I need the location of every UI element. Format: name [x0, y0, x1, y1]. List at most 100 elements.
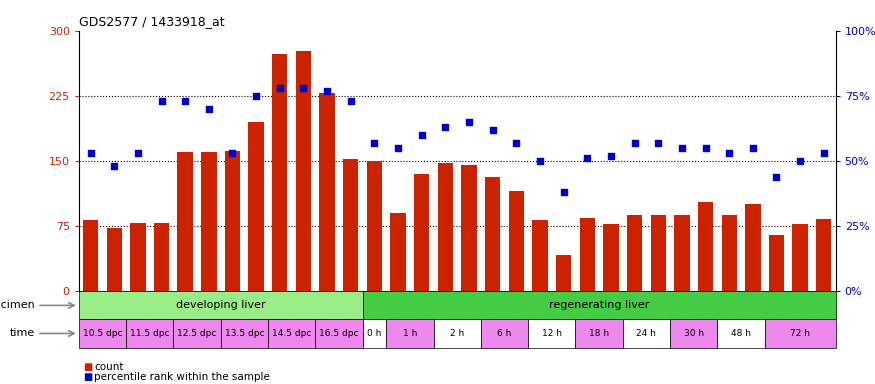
Text: developing liver: developing liver: [176, 300, 265, 310]
Text: 10.5 dpc: 10.5 dpc: [82, 329, 123, 338]
Bar: [698, 202, 713, 291]
Text: time: time: [10, 328, 35, 338]
Bar: [722, 215, 737, 291]
Bar: [481, 319, 528, 348]
Bar: [178, 152, 192, 291]
Bar: [508, 192, 524, 291]
Bar: [154, 223, 169, 291]
Bar: [675, 215, 690, 291]
Text: ■: ■: [83, 362, 93, 372]
Bar: [319, 93, 335, 291]
Point: [273, 85, 287, 91]
Text: count: count: [94, 362, 124, 372]
Point: [202, 106, 216, 112]
Bar: [130, 223, 145, 291]
Point: [533, 158, 547, 164]
Bar: [272, 54, 288, 291]
Bar: [603, 223, 619, 291]
Bar: [107, 228, 122, 291]
Bar: [438, 163, 453, 291]
Point: [344, 98, 358, 104]
Text: regenerating liver: regenerating liver: [549, 300, 649, 310]
Bar: [296, 51, 311, 291]
Bar: [362, 319, 386, 348]
Bar: [201, 152, 216, 291]
Bar: [367, 161, 382, 291]
Point: [604, 153, 618, 159]
Text: specimen: specimen: [0, 300, 35, 310]
Bar: [769, 235, 784, 291]
Bar: [765, 319, 836, 348]
Point: [486, 127, 500, 133]
Bar: [579, 218, 595, 291]
Text: 1 h: 1 h: [402, 329, 417, 338]
Point: [178, 98, 192, 104]
Text: 13.5 dpc: 13.5 dpc: [225, 329, 264, 338]
Bar: [528, 319, 576, 348]
Bar: [623, 319, 670, 348]
Point: [155, 98, 169, 104]
Text: 18 h: 18 h: [589, 329, 609, 338]
Text: 12 h: 12 h: [542, 329, 562, 338]
Point: [675, 145, 689, 151]
Text: 14.5 dpc: 14.5 dpc: [272, 329, 312, 338]
Bar: [225, 151, 240, 291]
Text: 24 h: 24 h: [636, 329, 656, 338]
Point: [793, 158, 807, 164]
Point: [627, 140, 641, 146]
Point: [249, 93, 263, 99]
Bar: [485, 177, 500, 291]
Point: [462, 119, 476, 125]
Point: [438, 124, 452, 130]
Bar: [816, 219, 831, 291]
Point: [769, 174, 783, 180]
Point: [746, 145, 760, 151]
Bar: [386, 319, 433, 348]
Bar: [315, 319, 362, 348]
Bar: [746, 205, 760, 291]
Bar: [79, 291, 362, 319]
Text: ■: ■: [83, 372, 93, 382]
Bar: [433, 319, 481, 348]
Text: 6 h: 6 h: [497, 329, 512, 338]
Text: GDS2577 / 1433918_at: GDS2577 / 1433918_at: [79, 15, 224, 28]
Point: [556, 189, 570, 195]
Text: 48 h: 48 h: [731, 329, 751, 338]
Bar: [793, 223, 808, 291]
Text: 11.5 dpc: 11.5 dpc: [130, 329, 170, 338]
Text: 12.5 dpc: 12.5 dpc: [178, 329, 217, 338]
Text: 30 h: 30 h: [683, 329, 704, 338]
Text: 16.5 dpc: 16.5 dpc: [319, 329, 359, 338]
Bar: [220, 319, 268, 348]
Point: [320, 88, 334, 94]
Bar: [79, 319, 126, 348]
Point: [84, 150, 98, 156]
Bar: [556, 255, 571, 291]
Point: [509, 140, 523, 146]
Bar: [626, 215, 642, 291]
Text: 0 h: 0 h: [368, 329, 382, 338]
Point: [391, 145, 405, 151]
Point: [722, 150, 736, 156]
Point: [108, 163, 122, 169]
Bar: [248, 122, 264, 291]
Point: [226, 150, 240, 156]
Bar: [343, 159, 359, 291]
Bar: [532, 220, 548, 291]
Text: 2 h: 2 h: [450, 329, 465, 338]
Bar: [414, 174, 430, 291]
Bar: [362, 291, 836, 319]
Point: [368, 140, 382, 146]
Point: [297, 85, 311, 91]
Bar: [390, 213, 406, 291]
Point: [131, 150, 145, 156]
Bar: [670, 319, 718, 348]
Point: [415, 132, 429, 138]
Bar: [650, 215, 666, 291]
Bar: [718, 319, 765, 348]
Text: percentile rank within the sample: percentile rank within the sample: [94, 372, 270, 382]
Point: [580, 156, 594, 162]
Text: 72 h: 72 h: [790, 329, 810, 338]
Bar: [173, 319, 220, 348]
Point: [651, 140, 665, 146]
